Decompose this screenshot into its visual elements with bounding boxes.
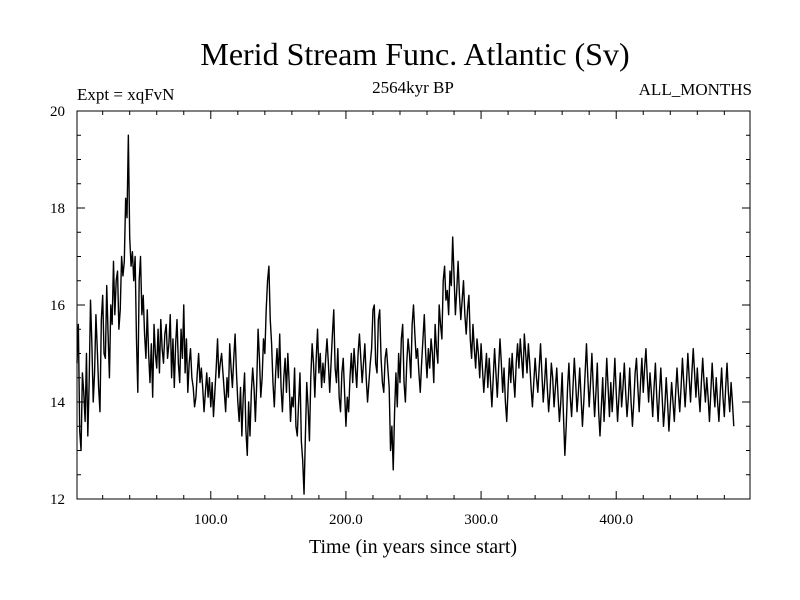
subtitle-right: ALL_MONTHS (639, 80, 752, 99)
x-axis-label: Time (in years since start) (309, 536, 517, 558)
subtitle-center: 2564kyr BP (372, 78, 454, 97)
x-tick-label: 400.0 (599, 512, 633, 528)
y-tick-label: 12 (50, 492, 65, 508)
y-tick-label: 14 (50, 395, 66, 411)
subtitle-left: Expt = xqFvN (77, 85, 174, 104)
y-tick-label: 16 (50, 298, 66, 314)
x-axis: 100.0 200.0 300.0 400.0 (102, 111, 725, 528)
x-tick-label: 300.0 (464, 512, 498, 528)
y-axis: 12 14 16 18 20 (50, 104, 750, 508)
series-layer (76, 134, 735, 495)
x-tick-label: 200.0 (329, 512, 363, 528)
y-tick-label: 20 (50, 104, 65, 120)
y-tick-label: 18 (50, 201, 65, 217)
x-tick-label: 100.0 (194, 512, 228, 528)
series-line (76, 134, 735, 495)
chart-title: Merid Stream Func. Atlantic (Sv) (200, 36, 629, 72)
